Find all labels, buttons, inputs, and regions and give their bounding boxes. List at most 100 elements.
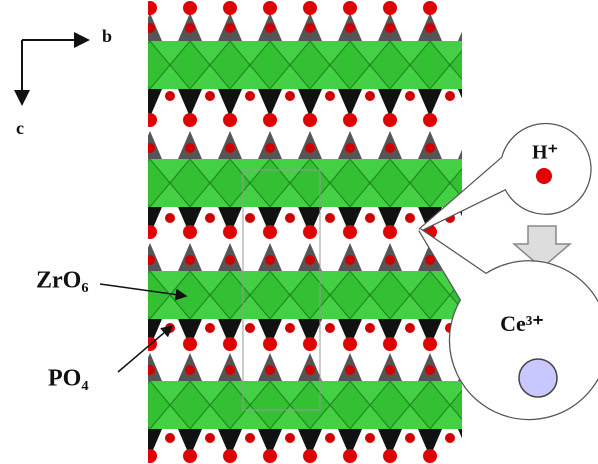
b-label: b xyxy=(102,26,112,46)
oxygen-sphere xyxy=(425,255,435,265)
oxygen-sphere xyxy=(365,323,375,333)
oxygen-sphere xyxy=(183,1,197,15)
oxygen-sphere xyxy=(423,113,437,127)
oxygen-sphere xyxy=(345,23,355,33)
oxygen-sphere xyxy=(263,113,277,127)
oxygen-sphere xyxy=(365,213,375,223)
oxygen-sphere xyxy=(303,1,317,15)
oxygen-sphere xyxy=(383,449,397,463)
oxygen-sphere xyxy=(285,433,295,443)
oxygen-sphere xyxy=(265,143,275,153)
oxygen-sphere xyxy=(265,365,275,375)
cerium-sphere xyxy=(519,359,557,397)
oxygen-sphere xyxy=(405,323,415,333)
oxygen-sphere xyxy=(205,91,215,101)
oxygen-sphere xyxy=(425,365,435,375)
oxygen-sphere xyxy=(263,225,277,239)
oxygen-sphere xyxy=(423,1,437,15)
oxygen-sphere xyxy=(245,213,255,223)
oxygen-sphere xyxy=(405,213,415,223)
oxygen-sphere xyxy=(303,113,317,127)
proton-sphere xyxy=(536,168,552,184)
oxygen-sphere xyxy=(325,91,335,101)
diagram: b c ZrO₆ PO₄ H⁺ Ce³⁺ xyxy=(0,0,598,464)
oxygen-sphere xyxy=(263,1,277,15)
oxygen-sphere xyxy=(303,449,317,463)
oxygen-sphere xyxy=(383,337,397,351)
oxygen-sphere xyxy=(165,433,175,443)
oxygen-sphere xyxy=(263,449,277,463)
oxygen-sphere xyxy=(285,91,295,101)
oxygen-sphere xyxy=(225,255,235,265)
oxygen-sphere xyxy=(405,91,415,101)
oxygen-sphere xyxy=(303,337,317,351)
oxygen-sphere xyxy=(183,449,197,463)
oxygen-sphere xyxy=(245,323,255,333)
oxygen-sphere xyxy=(265,255,275,265)
oxygen-sphere xyxy=(245,433,255,443)
oxygen-sphere xyxy=(245,91,255,101)
oxygen-sphere xyxy=(385,143,395,153)
oxygen-sphere xyxy=(423,337,437,351)
oxygen-sphere xyxy=(445,433,455,443)
oxygen-sphere xyxy=(343,113,357,127)
oxygen-sphere xyxy=(445,91,455,101)
oxygen-sphere xyxy=(343,449,357,463)
c-label: c xyxy=(16,118,24,138)
oxygen-sphere xyxy=(325,323,335,333)
oxygen-sphere xyxy=(205,323,215,333)
oxygen-sphere xyxy=(263,337,277,351)
cerium-label: Ce³⁺ xyxy=(500,311,544,336)
oxygen-sphere xyxy=(383,1,397,15)
oxygen-sphere xyxy=(205,213,215,223)
oxygen-sphere xyxy=(223,337,237,351)
oxygen-sphere xyxy=(285,323,295,333)
oxygen-sphere xyxy=(165,213,175,223)
oxygen-sphere xyxy=(305,143,315,153)
oxygen-sphere xyxy=(303,225,317,239)
oxygen-sphere xyxy=(365,91,375,101)
oxygen-sphere xyxy=(305,23,315,33)
po4-label: PO₄ xyxy=(48,366,89,392)
oxygen-sphere xyxy=(183,113,197,127)
oxygen-sphere xyxy=(223,113,237,127)
oxygen-sphere xyxy=(343,1,357,15)
oxygen-sphere xyxy=(345,255,355,265)
oxygen-sphere xyxy=(205,433,215,443)
oxygen-sphere xyxy=(343,337,357,351)
oxygen-sphere xyxy=(185,23,195,33)
oxygen-sphere xyxy=(385,255,395,265)
oxygen-sphere xyxy=(345,365,355,375)
oxygen-sphere xyxy=(385,365,395,375)
oxygen-sphere xyxy=(185,143,195,153)
oxygen-sphere xyxy=(185,255,195,265)
oxygen-sphere xyxy=(425,23,435,33)
oxygen-sphere xyxy=(285,213,295,223)
zro6-label: ZrO₆ xyxy=(36,268,89,294)
oxygen-sphere xyxy=(223,1,237,15)
oxygen-sphere xyxy=(223,225,237,239)
oxygen-sphere xyxy=(345,143,355,153)
oxygen-sphere xyxy=(225,23,235,33)
oxygen-sphere xyxy=(305,255,315,265)
oxygen-sphere xyxy=(325,213,335,223)
oxygen-sphere xyxy=(385,23,395,33)
oxygen-sphere xyxy=(183,225,197,239)
oxygen-sphere xyxy=(325,433,335,443)
oxygen-sphere xyxy=(365,433,375,443)
oxygen-sphere xyxy=(383,225,397,239)
oxygen-sphere xyxy=(185,365,195,375)
oxygen-sphere xyxy=(265,23,275,33)
oxygen-sphere xyxy=(423,449,437,463)
oxygen-sphere xyxy=(223,449,237,463)
oxygen-sphere xyxy=(183,337,197,351)
oxygen-sphere xyxy=(343,225,357,239)
oxygen-sphere xyxy=(405,433,415,443)
oxygen-sphere xyxy=(383,113,397,127)
oxygen-sphere xyxy=(425,143,435,153)
oxygen-sphere xyxy=(225,143,235,153)
proton-label: H⁺ xyxy=(532,142,558,164)
oxygen-sphere xyxy=(225,365,235,375)
oxygen-sphere xyxy=(305,365,315,375)
oxygen-sphere xyxy=(165,91,175,101)
